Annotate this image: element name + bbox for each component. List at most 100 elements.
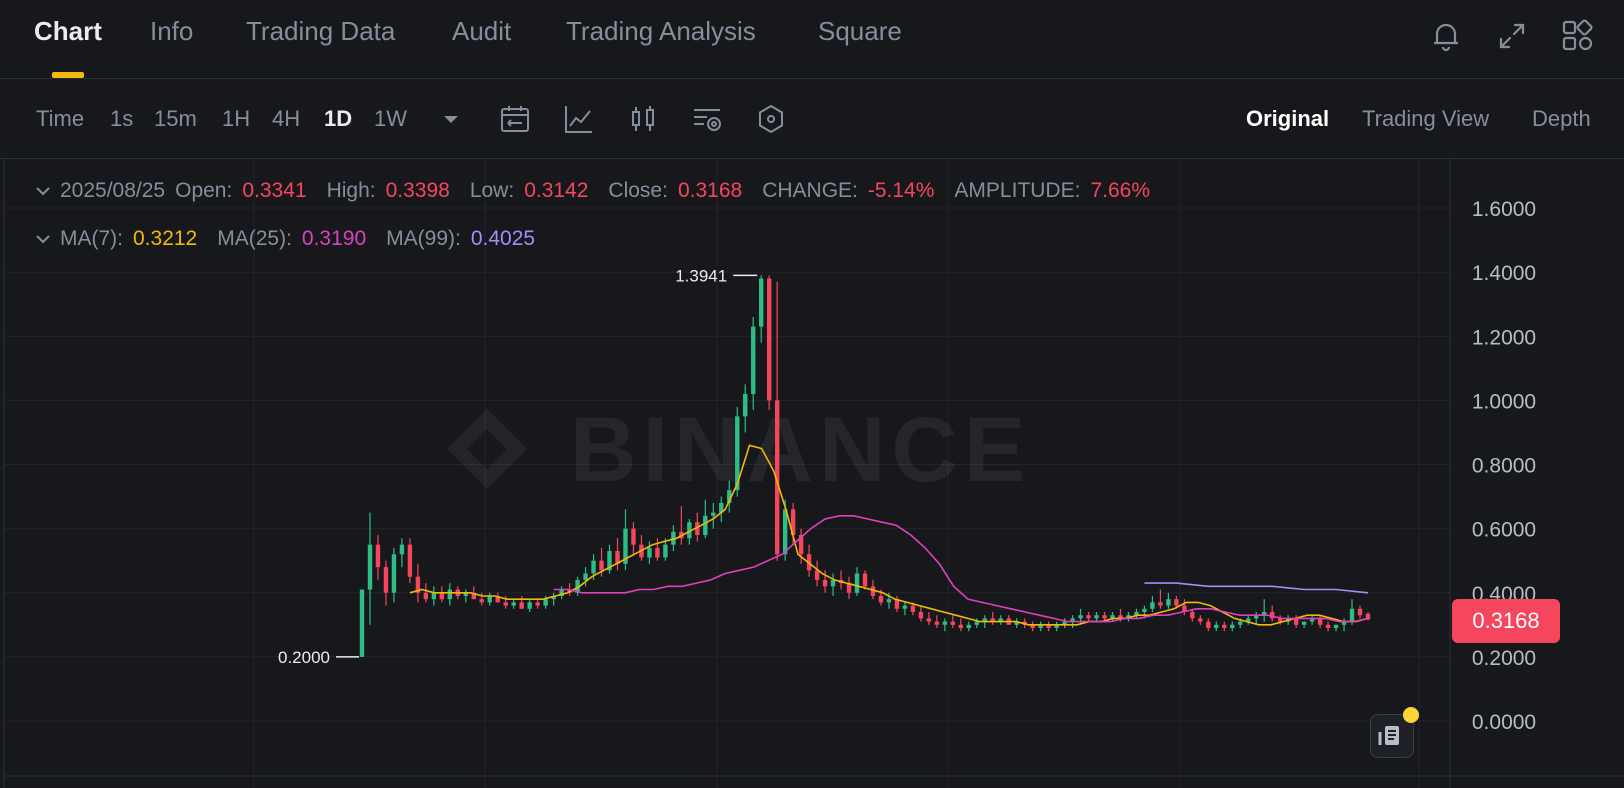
candle-body — [687, 522, 692, 539]
ma25-label: MA(25): — [217, 227, 292, 250]
candle-body — [1182, 605, 1187, 612]
indicator-icon[interactable] — [562, 102, 596, 136]
tab-trading-analysis[interactable]: Trading Analysis — [566, 16, 756, 46]
expand-icon[interactable] — [1494, 18, 1530, 54]
y-tick-label: 0.6000 — [1472, 519, 1536, 542]
candle-body — [407, 544, 413, 577]
tab-audit[interactable]: Audit — [452, 16, 512, 46]
candle-body — [607, 551, 612, 571]
candle-body — [798, 535, 804, 555]
candle-body — [1078, 615, 1083, 619]
chevron-down-icon[interactable] — [34, 182, 52, 200]
candle-body — [367, 544, 373, 590]
tab-trading-data[interactable]: Trading Data — [246, 16, 396, 46]
candle-body — [487, 595, 492, 603]
interval-1d[interactable]: 1D — [324, 106, 353, 131]
candle-body — [766, 278, 772, 401]
candle-body — [774, 400, 780, 555]
close-label: Close: — [608, 179, 668, 202]
interval-time[interactable]: Time — [36, 106, 85, 131]
amplitude-label: AMPLITUDE: — [954, 179, 1081, 202]
candle-body — [934, 621, 940, 625]
candle-body — [631, 528, 636, 545]
chevron-down-icon[interactable] — [34, 230, 52, 248]
interval-4h[interactable]: 4H — [272, 106, 301, 131]
candle-body — [926, 618, 932, 622]
candle-body — [615, 551, 620, 564]
candlestick-chart[interactable]: 1.6000 1.4000 1.2000 1.0000 0.8000 0.6000 0.40… — [0, 159, 1624, 788]
candle-body — [1166, 599, 1171, 606]
candle-body — [519, 602, 524, 609]
low-marker-label: 0.2000 — [278, 648, 330, 667]
candle-body — [990, 618, 995, 622]
y-tick-label: 1.0000 — [1472, 390, 1536, 413]
candle-body — [998, 618, 1003, 622]
tab-info[interactable]: Info — [150, 16, 194, 46]
date-range-icon[interactable] — [498, 102, 532, 136]
candle-body — [527, 602, 532, 609]
candle-body — [1309, 618, 1315, 622]
candle-body — [1357, 608, 1363, 616]
grid-icon[interactable] — [1560, 18, 1596, 54]
low-label: Low: — [469, 179, 515, 202]
candle-body — [423, 592, 429, 600]
ma25-line — [553, 514, 1369, 623]
candle-body — [870, 586, 876, 596]
candle-body — [1277, 618, 1283, 622]
candle-body — [1349, 608, 1355, 622]
candle-body — [814, 570, 820, 580]
interval-1h[interactable]: 1H — [222, 106, 251, 131]
candle-body — [910, 605, 916, 612]
candle-body — [1301, 621, 1307, 625]
y-tick-label: 1.4000 — [1472, 262, 1536, 285]
candle-body — [1094, 615, 1099, 619]
candle-body — [447, 589, 453, 600]
candle-body — [1222, 624, 1227, 629]
interval-15m[interactable]: 15m — [154, 106, 197, 131]
candle-body — [495, 595, 500, 603]
candle-body — [551, 595, 556, 600]
interval-1w[interactable]: 1W — [374, 106, 407, 131]
candle-body — [1269, 611, 1275, 619]
candle-body — [439, 592, 445, 600]
notes-icon — [1378, 726, 1399, 745]
high-value: 0.3398 — [385, 179, 450, 202]
caret-down-icon[interactable] — [434, 102, 468, 136]
ma99-line — [1144, 582, 1369, 594]
open-label: Open: — [175, 179, 233, 202]
candle-body — [471, 592, 476, 600]
open-value: 0.3341 — [242, 179, 307, 202]
candle-body — [894, 599, 900, 609]
candle-body — [1365, 613, 1371, 620]
candle-body — [1046, 624, 1051, 629]
tab-chart[interactable]: Chart — [34, 16, 102, 46]
candle-style-icon[interactable] — [626, 102, 660, 136]
chart-area[interactable]: 1.6000 1.4000 1.2000 1.0000 0.8000 0.6000 0.40… — [0, 159, 1624, 788]
y-tick-label: 0.0000 — [1472, 711, 1536, 734]
candle-body — [543, 599, 548, 606]
view-trading-view[interactable]: Trading View — [1362, 106, 1490, 131]
candle-body — [1086, 615, 1091, 619]
candle-body — [503, 602, 508, 606]
ma7-label: MA(7): — [60, 227, 123, 250]
candle-body — [1341, 621, 1347, 625]
candle-body — [942, 621, 948, 625]
candle-body — [663, 544, 668, 558]
candle-body — [415, 576, 421, 593]
bell-icon[interactable] — [1428, 18, 1464, 54]
hexagon-icon[interactable] — [754, 102, 788, 136]
active-tab-indicator — [52, 72, 84, 78]
candle-body — [862, 573, 868, 587]
candle-body — [383, 567, 389, 593]
interval-1s[interactable]: 1s — [110, 106, 134, 131]
candle-body — [822, 579, 828, 587]
view-original[interactable]: Original — [1246, 106, 1330, 131]
candle-body — [1150, 602, 1155, 609]
candle-body — [583, 573, 588, 580]
tab-square[interactable]: Square — [818, 16, 902, 46]
view-depth[interactable]: Depth — [1532, 106, 1591, 131]
settings-icon[interactable] — [690, 102, 724, 136]
candle-body — [982, 618, 987, 622]
candle-body — [1325, 624, 1331, 629]
